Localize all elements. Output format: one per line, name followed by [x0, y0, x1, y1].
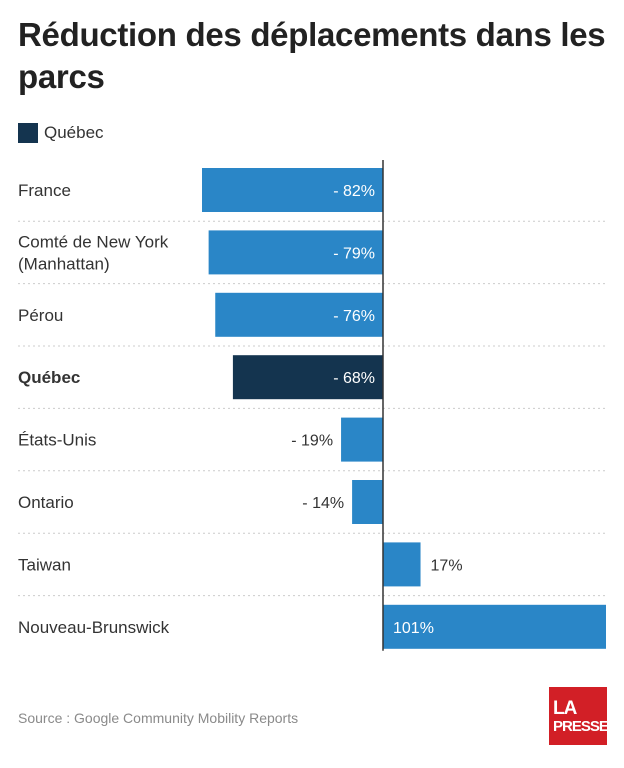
source-note: Source : Google Community Mobility Repor… — [18, 710, 299, 726]
chart-title: Réduction des déplacements dans les parc… — [18, 16, 606, 95]
bar-chart: France - 82% Comté de New York (Manhattan) -… — [18, 160, 606, 651]
la-presse-logo: LA PRESSE — [549, 687, 609, 745]
value-label: - 14% — [302, 495, 344, 512]
value-label: - 68% — [333, 370, 375, 387]
bar-row: Nouveau-Brunswick 101% — [18, 604, 606, 649]
legend-swatch — [18, 123, 38, 143]
value-label: - 82% — [333, 183, 375, 200]
bar-row: France - 82% — [18, 168, 383, 212]
category-label: France — [18, 181, 71, 200]
value-label: - 76% — [333, 308, 375, 325]
bar-row: États-Unis - 19% — [18, 417, 383, 462]
category-label: Nouveau-Brunswick — [18, 618, 170, 637]
category-label: Taiwan — [18, 555, 71, 574]
category-label: Ontario — [18, 493, 74, 512]
bar-row: Comté de New York (Manhattan) - 79% — [18, 230, 383, 275]
value-label: 101% — [393, 620, 434, 637]
bar — [202, 168, 383, 212]
value-label: 17% — [431, 557, 463, 574]
category-label: Comté de New York (Manhattan) — [18, 232, 169, 273]
bar-row: Québec - 68% — [18, 355, 383, 400]
bar-row: Ontario - 14% — [18, 480, 383, 524]
value-label: - 19% — [291, 433, 333, 450]
category-label: Pérou — [18, 306, 63, 325]
bar-row: Pérou - 76% — [18, 292, 383, 337]
bar-row: Taiwan 17% — [18, 542, 463, 587]
logo-line-1: LA — [553, 697, 577, 719]
legend: Québec — [18, 123, 104, 143]
bar — [232, 355, 383, 400]
bar — [383, 542, 421, 587]
legend-label: Québec — [44, 123, 104, 142]
bar — [383, 604, 606, 649]
bar — [341, 417, 383, 462]
bar — [352, 480, 383, 524]
value-label: - 79% — [333, 245, 375, 262]
category-label: États-Unis — [18, 431, 96, 450]
logo-line-2: PRESSE — [553, 717, 609, 735]
bar — [208, 230, 383, 275]
category-label: Québec — [18, 368, 80, 387]
bar — [215, 292, 383, 337]
